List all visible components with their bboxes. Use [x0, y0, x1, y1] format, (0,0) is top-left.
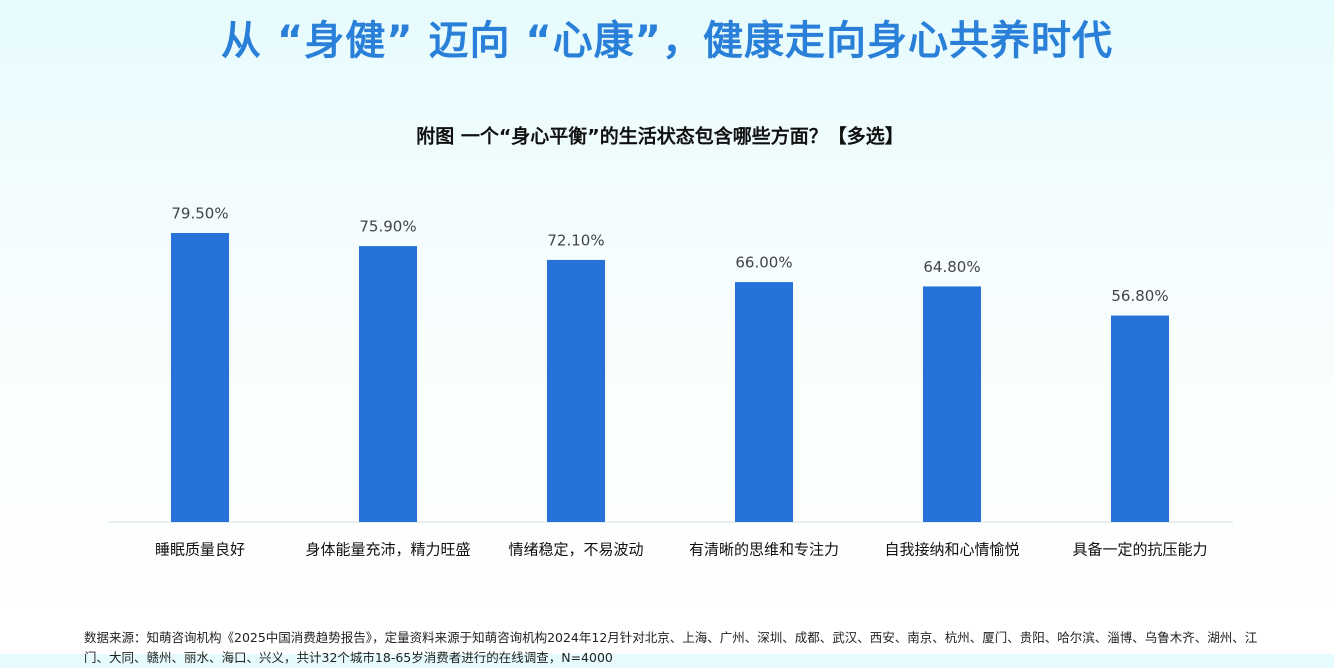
x-tick-label: 睡眠质量良好 [155, 541, 245, 559]
data-label: 56.80% [1111, 287, 1168, 305]
data-label: 72.10% [547, 231, 604, 249]
source-note: 数据来源：知萌咨询机构《2025中国消费趋势报告》，定量资料来源于知萌咨询机构2… [84, 630, 1258, 665]
bar [171, 233, 229, 522]
chart-title: 附图 一个“身心平衡”的生活状态包含哪些方面？【多选】 [416, 125, 904, 148]
data-label: 75.90% [359, 218, 416, 236]
bar [547, 259, 605, 522]
bar [735, 282, 793, 522]
data-label: 64.80% [923, 258, 980, 276]
x-tick-label: 具备一定的抗压能力 [1072, 541, 1207, 559]
x-tick-label: 自我接纳和心情愉悦 [884, 541, 1019, 559]
slide-title: 从 “身健” 迈向 “心康”，健康走向身心共养时代 [221, 18, 1113, 64]
bar [923, 286, 981, 522]
x-tick-label: 身体能量充沛，精力旺盛 [305, 541, 470, 559]
x-tick-label: 情绪稳定，不易波动 [508, 541, 643, 559]
bar [359, 246, 417, 522]
x-tick-label: 有清晰的思维和专注力 [689, 541, 839, 559]
data-label: 79.50% [171, 205, 228, 223]
bar [1111, 315, 1169, 522]
chart: 附图 一个“身心平衡”的生活状态包含哪些方面？【多选】 睡眠质量良好 79.50%… [108, 125, 1233, 559]
data-label: 66.00% [735, 254, 792, 272]
